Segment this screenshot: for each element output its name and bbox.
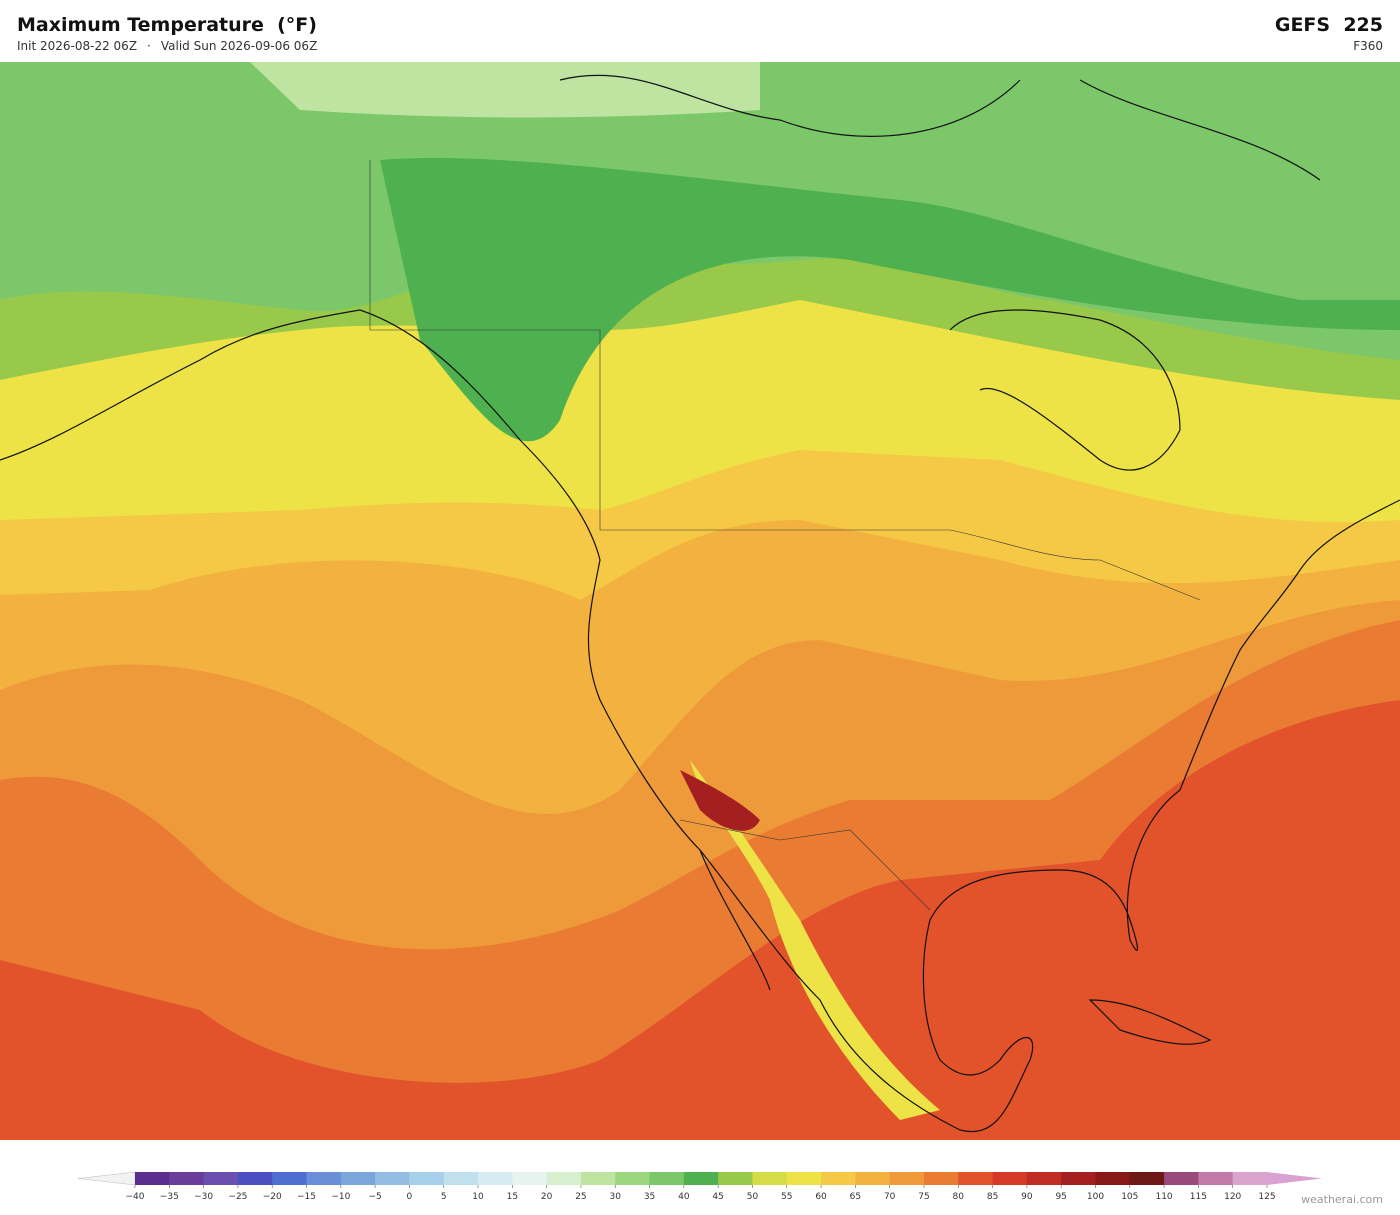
colorbar-tick-label: 65 [850,1192,861,1202]
colorbar-tick-label: 50 [747,1192,759,1202]
colorbar-tick-label: −10 [331,1192,350,1202]
colorbar-swatch [375,1172,410,1185]
colorbar-tick-label: 60 [815,1192,827,1202]
colorbar-swatch [203,1172,239,1185]
colorbar-tick-label: 105 [1121,1192,1138,1202]
colorbar-swatch [443,1172,479,1185]
colorbar-swatch [958,1172,994,1185]
forecast-hour: F360 [1353,39,1383,53]
colorbar-swatch [718,1172,753,1185]
colorbar-tick-label: −20 [263,1192,282,1202]
colorbar-tick-label: 40 [678,1192,690,1202]
colorbar-swatch [752,1172,788,1185]
colorbar-tick-label: 25 [575,1192,586,1202]
colorbar-swatch [1129,1172,1165,1185]
colorbar-swatch [992,1172,1028,1185]
colorbar-swatch [340,1172,376,1185]
colorbar-swatch [1026,1172,1062,1185]
colorbar-swatch [1061,1172,1096,1185]
colorbar-tick-label: 80 [953,1192,965,1202]
colorbar-swatch [821,1172,856,1185]
field-band [690,760,940,1120]
colorbar-tick-label: 75 [918,1192,929,1202]
colorbar-tick-label: 15 [507,1192,518,1202]
colorbar-swatch [580,1172,616,1185]
temperature-field [0,62,1400,1140]
colorbar-tick-label: 20 [541,1192,553,1202]
credit: weatherai.com [1301,1193,1383,1206]
colorbar-tick-label: −35 [160,1192,179,1202]
colorbar-swatch [1095,1172,1131,1185]
colorbar-tick-label: −15 [297,1192,316,1202]
colorbar-swatch [478,1172,513,1185]
border [679,819,931,911]
colorbar-swatch [409,1172,445,1185]
colorbar-under [77,1171,136,1186]
field-band [250,62,760,118]
field-band [380,158,1400,442]
island [1088,999,1212,1045]
colorbar-tick-label: 10 [472,1192,484,1202]
colorbar-tick-label: 90 [1021,1192,1033,1202]
colorbar-tick-label: 35 [644,1192,655,1202]
coastline [559,74,1321,471]
colorbar-swatch [1164,1172,1199,1185]
colorbar-swatch [889,1172,925,1185]
colorbar-tick-label: 120 [1224,1192,1241,1202]
colorbar-tick-label: 70 [884,1192,896,1202]
colorbar-tick-label: −5 [368,1192,381,1202]
colorbar-swatch [1198,1172,1234,1185]
colorbar: −40 −35 −30 −25 −20 −15 −10 −5 0 5 10 15 20 25 30 35 40 4… [77,1171,1322,1202]
colorbar-tick-label: 95 [1055,1192,1066,1202]
colorbar-swatch [237,1172,273,1185]
border [369,160,1201,601]
separator: · [147,39,151,53]
colorbar-tick-label: 110 [1155,1192,1172,1202]
colorbar-swatch [135,1172,170,1185]
colorbar-over [1267,1172,1322,1185]
colorbar-tick-label: 0 [407,1192,413,1202]
borders [369,160,1201,911]
colorbar-tick-label: 30 [610,1192,622,1202]
colorbar-tick-label: 100 [1087,1192,1104,1202]
colorbar-swatch [169,1172,205,1185]
model-name: GEFS 225 [1274,14,1383,36]
colorbar-swatch [615,1172,651,1185]
colorbar-tick-label: 115 [1190,1192,1207,1202]
colorbar-swatch [512,1172,548,1185]
colorbar-tick-label: 45 [712,1192,723,1202]
colorbar-swatch [649,1172,685,1185]
colorbar-swatch [855,1172,891,1185]
colorbar-swatch [272,1172,308,1185]
colorbar-swatch [1232,1172,1268,1185]
coastline [0,309,1400,1133]
colorbar-swatch [923,1172,959,1185]
colorbar-swatch [683,1172,719,1185]
colorbar-tick-label: 5 [441,1192,447,1202]
colorbar-swatch [306,1172,342,1185]
colorbar-tick-label: −40 [126,1192,145,1202]
colorbar-tick-label: −30 [194,1192,213,1202]
init-time: Init 2026-08-22 06Z [17,39,138,53]
colorbar-tick-label: 55 [781,1192,792,1202]
coastlines [0,74,1400,1133]
colorbar-tick-label: 85 [987,1192,998,1202]
field-band [680,770,760,831]
colorbar-tick-label: 125 [1258,1192,1275,1202]
valid-time: Valid Sun 2026-09-06 06Z [160,39,318,53]
colorbar-tick-label: −25 [228,1192,247,1202]
map-title: Maximum Temperature (°F) [17,14,317,36]
colorbar-swatch [546,1172,582,1185]
subtitle: Init 2026-08-22 06Z · Valid Sun 2026-09-06… [17,39,327,53]
colorbar-swatch [786,1172,822,1185]
